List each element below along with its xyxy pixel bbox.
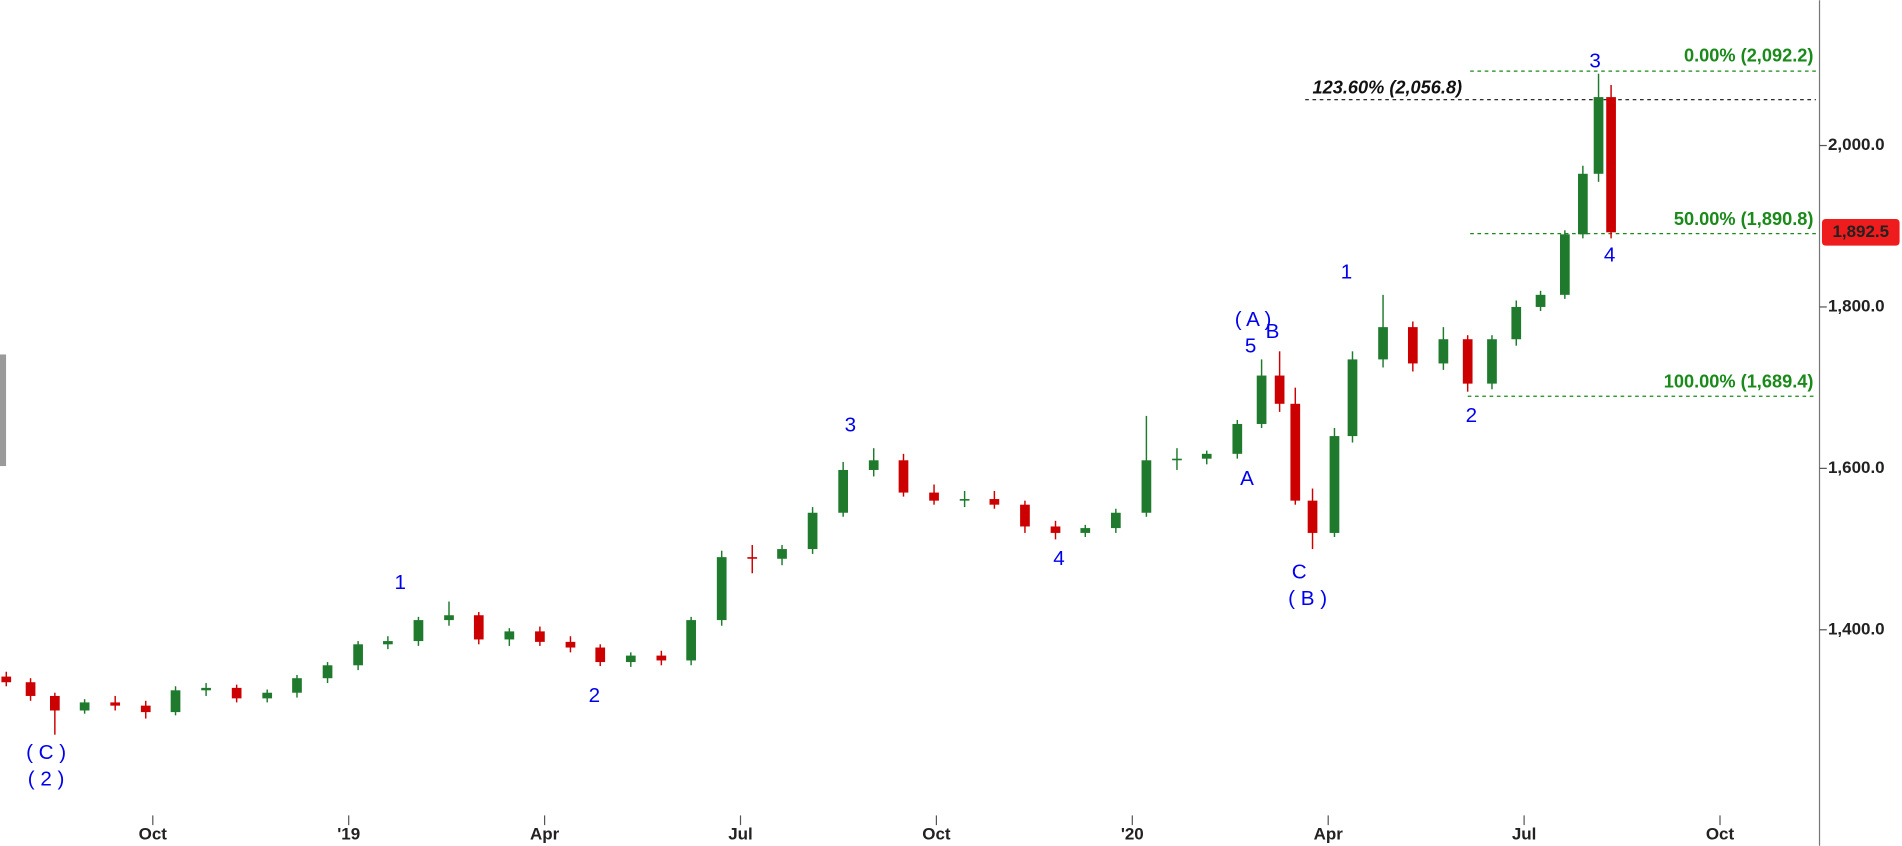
candle-body — [1080, 528, 1091, 533]
side-tab — [0, 354, 7, 467]
candle-body — [1172, 458, 1182, 461]
candle-body — [1274, 375, 1285, 404]
candle-body — [1559, 234, 1570, 295]
candle-body — [231, 687, 242, 699]
candle-body — [110, 702, 121, 706]
candle-body — [201, 687, 211, 691]
last-price-label: 1,892.5 — [1832, 222, 1889, 241]
candle-body — [262, 692, 273, 699]
x-tick-label: Apr — [530, 824, 560, 843]
candle-body — [1307, 500, 1318, 533]
candle-body — [929, 492, 939, 501]
candle-body — [1256, 375, 1267, 424]
y-tick-label: 1,600.0 — [1828, 458, 1885, 477]
candle-body — [1511, 306, 1522, 340]
wave-label: ( B ) — [1288, 587, 1327, 610]
x-tick-label: Oct — [1706, 824, 1735, 843]
fib-label: 0.00% (2,092.2) — [1684, 45, 1813, 65]
wave-label: 2 — [589, 684, 600, 707]
candle-body — [989, 499, 1000, 505]
wave-label: 4 — [1604, 244, 1615, 267]
candle-body — [1232, 423, 1243, 454]
candle-body — [1, 676, 12, 683]
candle-body — [1606, 97, 1616, 233]
candle-body — [383, 641, 393, 645]
candle-body — [322, 665, 333, 679]
y-tick-label: 2,000.0 — [1828, 135, 1885, 154]
candle-body — [25, 682, 36, 696]
y-tick-label: 1,400.0 — [1828, 619, 1885, 638]
x-tick-label: Jul — [728, 824, 753, 843]
candle-body — [79, 702, 90, 711]
candle-body — [959, 499, 970, 501]
candle-body — [1347, 359, 1358, 437]
wave-label: 5 — [1245, 335, 1256, 358]
candle-body — [595, 647, 606, 663]
candle-body — [1487, 339, 1497, 384]
wave-label: ( C ) — [26, 741, 66, 764]
candle-body — [473, 615, 484, 640]
candle-body — [413, 620, 424, 642]
candle-body — [292, 678, 302, 693]
candle-body — [625, 655, 636, 663]
candle-body — [1141, 460, 1152, 513]
wave-label: ( 2 ) — [28, 768, 65, 791]
candle-body — [1578, 173, 1588, 235]
wave-label: 3 — [1589, 50, 1600, 73]
fib-label: 100.00% (1,689.4) — [1664, 372, 1814, 392]
candle-body — [444, 615, 454, 621]
candle-body — [868, 460, 879, 470]
wave-label: 1 — [1341, 261, 1352, 284]
wave-label: 3 — [845, 413, 856, 436]
wave-label: ( A ) — [1235, 308, 1272, 331]
wave-label: 4 — [1053, 547, 1064, 570]
candle-body — [1201, 453, 1212, 459]
last-price-tag — [1821, 218, 1900, 246]
candle-body — [49, 695, 60, 711]
candle-body — [1378, 327, 1388, 360]
candle-body — [1407, 327, 1418, 364]
candle-body — [535, 631, 545, 642]
x-tick-label: Jul — [1512, 824, 1537, 843]
x-tick-label: Apr — [1314, 824, 1344, 843]
candle-body — [1110, 512, 1121, 529]
candle-body — [656, 655, 667, 661]
candle-body — [1050, 526, 1061, 533]
wave-label: B — [1266, 320, 1280, 343]
wave-label: C — [1292, 560, 1307, 583]
wave-label: 2 — [1466, 404, 1477, 427]
candle-body — [686, 620, 696, 661]
candle-body — [807, 512, 818, 550]
fib-label: 50.00% (1,890.8) — [1674, 209, 1814, 229]
x-tick-label: '19 — [337, 824, 360, 843]
candle-body — [1290, 403, 1301, 501]
candle-body — [1535, 294, 1546, 307]
candle-body — [1438, 339, 1449, 364]
candle-body — [1329, 436, 1340, 533]
x-tick-label: Oct — [922, 824, 951, 843]
y-tick-label: 1,800.0 — [1828, 296, 1885, 315]
x-tick-label: '20 — [1121, 824, 1144, 843]
candle-body — [1593, 97, 1604, 174]
candle-body — [1020, 504, 1030, 527]
candle-body — [838, 469, 849, 513]
wave-label: 1 — [395, 571, 406, 594]
candle-body — [1462, 339, 1473, 384]
candle-body — [170, 690, 181, 713]
candle-body — [504, 631, 515, 640]
candle-body — [716, 557, 727, 621]
candle-body — [898, 460, 909, 493]
candle-body — [140, 705, 151, 713]
fib-label: 123.60% (2,056.8) — [1312, 78, 1462, 98]
x-tick-label: Oct — [139, 824, 168, 843]
candle-body — [353, 644, 363, 666]
candle-body — [777, 549, 787, 559]
wave-label: A — [1240, 467, 1254, 490]
candle-body — [565, 641, 576, 648]
candle-body — [747, 557, 758, 559]
